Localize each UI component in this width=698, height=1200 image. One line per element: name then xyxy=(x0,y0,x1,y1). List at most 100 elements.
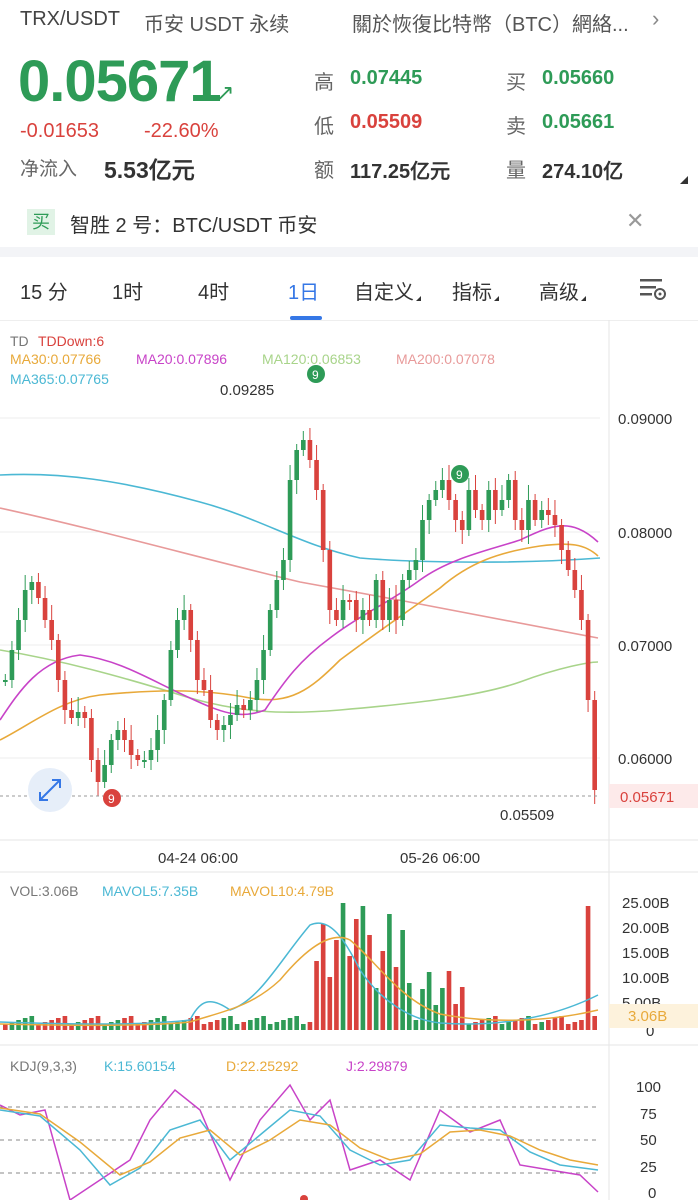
ma30-line xyxy=(0,543,599,741)
volume-bar xyxy=(307,1022,313,1030)
price-chart[interactable]: TD TDDown:6 MA30:0.07766 MA20:0.07896 MA… xyxy=(0,320,698,1200)
volume-tick: 15.00B xyxy=(622,945,670,962)
expand-button[interactable] xyxy=(28,768,72,812)
kdj-tick: 100 xyxy=(636,1079,661,1096)
ma20-line xyxy=(0,525,599,721)
volume-bar xyxy=(426,972,432,1030)
tab-advanced[interactable]: 高级 xyxy=(539,276,586,305)
volume-bar xyxy=(433,1005,439,1030)
tab-1h[interactable]: 1时 xyxy=(112,282,144,304)
candle xyxy=(327,550,333,610)
volume-bar xyxy=(413,1020,419,1030)
candle xyxy=(155,730,160,750)
high-label: 高 xyxy=(314,72,334,94)
td-marker-icon: 9 xyxy=(307,365,325,383)
candle xyxy=(248,700,253,710)
volume-bar xyxy=(353,919,359,1030)
volume-bar xyxy=(506,1022,511,1030)
candle xyxy=(195,640,200,680)
candle xyxy=(287,480,293,560)
bot-banner-text[interactable]: 智胜 2 号：BTC/USDT 币安 xyxy=(70,215,318,237)
td-label: TD xyxy=(10,333,29,349)
candle xyxy=(420,520,425,560)
candle xyxy=(9,650,15,680)
low-marker: 0.05509 xyxy=(500,807,554,824)
volume-bar xyxy=(69,1024,74,1030)
volume-bar xyxy=(208,1022,213,1030)
volume-bar xyxy=(526,1016,531,1030)
volume-bar xyxy=(440,988,445,1030)
candlestick-series xyxy=(3,428,597,804)
candle xyxy=(426,500,432,520)
candle xyxy=(281,560,286,580)
candle xyxy=(115,730,121,740)
td-marker-icon: 9 xyxy=(451,465,469,483)
candle xyxy=(347,600,352,602)
candle xyxy=(433,490,439,500)
chevron-right-icon[interactable]: › xyxy=(652,6,660,31)
d-legend: D:22.25292 xyxy=(226,1058,299,1074)
volume-bars xyxy=(3,903,597,1030)
candle xyxy=(526,500,531,530)
close-icon[interactable]: ✕ xyxy=(626,208,645,233)
candle xyxy=(479,510,485,520)
candle xyxy=(175,620,180,650)
candle xyxy=(49,620,54,640)
volume-bar xyxy=(248,1020,253,1030)
candle xyxy=(122,730,127,740)
candle xyxy=(473,490,478,510)
candle xyxy=(360,610,366,620)
candle xyxy=(585,620,591,700)
buy-value: 0.05660 xyxy=(542,67,615,89)
volume-bar xyxy=(400,930,405,1030)
candle xyxy=(387,600,392,620)
expand-corner-icon[interactable] xyxy=(680,176,688,184)
tab-indicators-label: 指标 xyxy=(452,282,492,304)
tab-4h[interactable]: 4时 xyxy=(198,282,230,304)
tab-15m[interactable]: 15 分 xyxy=(20,282,68,304)
news-ticker[interactable]: 關於恢復比特幣（BTC）網絡... xyxy=(352,14,629,36)
volume-bar xyxy=(393,967,399,1030)
volume-bar xyxy=(512,1020,518,1030)
mavol5-legend: MAVOL5:7.35B xyxy=(102,883,198,899)
td-marker-text: 9 xyxy=(456,468,463,482)
candle xyxy=(334,610,339,620)
ma200-legend: MA200:0.07078 xyxy=(396,351,495,367)
kdj-tick: 25 xyxy=(640,1159,657,1176)
volume-bar xyxy=(420,989,425,1030)
market-label[interactable]: 币安 USDT 永续 xyxy=(144,14,290,36)
tab-indicators[interactable]: 指标 xyxy=(452,276,499,305)
volume-bar xyxy=(546,1020,551,1030)
caret-icon xyxy=(416,296,421,301)
volume-bar xyxy=(559,1016,564,1030)
caret-icon xyxy=(494,296,499,301)
candle xyxy=(89,718,94,760)
kdj-tick: 50 xyxy=(640,1132,657,1149)
volume-bar xyxy=(228,1016,233,1030)
bot-banner[interactable]: 买 智胜 2 号：BTC/USDT 币安 ✕ xyxy=(0,200,698,244)
volume-bar xyxy=(592,1016,597,1030)
ma120-legend: MA120:0.06853 xyxy=(262,351,361,367)
volume-bar xyxy=(532,1024,538,1030)
candle xyxy=(22,590,28,620)
j-line xyxy=(0,1083,599,1200)
current-volume-label: 3.06B xyxy=(628,1008,667,1025)
chart-settings-icon[interactable] xyxy=(638,276,668,302)
volume-bar xyxy=(175,1022,180,1030)
tab-custom[interactable]: 自定义 xyxy=(354,276,421,305)
volume-bar xyxy=(499,1024,505,1030)
last-price: 0.05671 xyxy=(18,49,222,114)
candle xyxy=(188,610,194,640)
candle xyxy=(221,725,227,730)
price-tick: 0.08000 xyxy=(618,525,672,542)
sell-value: 0.05661 xyxy=(542,111,615,133)
volume-bar xyxy=(473,1022,478,1030)
price-change: -0.01653 xyxy=(20,120,99,142)
volume-bar xyxy=(188,1018,194,1030)
candle xyxy=(75,712,81,718)
volume-bar xyxy=(347,956,352,1030)
pair-title[interactable]: TRX/USDT xyxy=(20,8,120,30)
volume-tick: 20.00B xyxy=(622,920,670,937)
tab-1d[interactable]: 1日 xyxy=(288,282,320,304)
volume-bar xyxy=(287,1018,293,1030)
